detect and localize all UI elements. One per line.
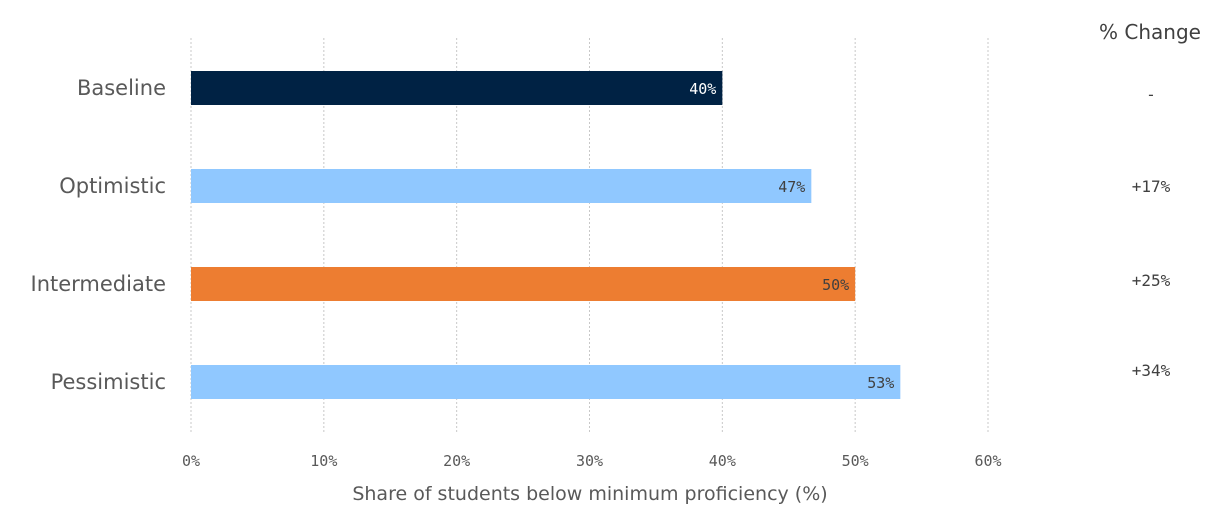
- category-label: Baseline: [77, 76, 166, 100]
- category-label: Optimistic: [59, 174, 166, 198]
- change-column-header: % Change: [1099, 20, 1201, 44]
- x-tick-label: 60%: [974, 452, 1001, 470]
- x-tick-label: 40%: [709, 452, 736, 470]
- change-value: +17%: [1132, 177, 1171, 196]
- x-tick-label: 30%: [576, 452, 603, 470]
- bar: [191, 365, 901, 399]
- x-tick-label: 50%: [842, 452, 869, 470]
- change-value: +25%: [1132, 271, 1171, 290]
- x-tick-label: 0%: [182, 452, 200, 470]
- category-label: Pessimistic: [51, 370, 166, 394]
- bar: [191, 267, 856, 301]
- x-tick-label: 10%: [310, 452, 337, 470]
- labels: 0% 10% 20% 30% 40% 50% 60% Baseline 40% - Optimist…: [31, 76, 1171, 470]
- x-tick-label: 20%: [443, 452, 470, 470]
- change-value: -: [1146, 85, 1156, 104]
- data-label: 47%: [778, 178, 805, 196]
- category-label: Intermediate: [31, 272, 167, 296]
- data-label: 40%: [689, 80, 716, 98]
- bar: [191, 71, 723, 105]
- bar: [191, 169, 812, 203]
- x-axis-title: Share of students below minimum proficie…: [352, 483, 827, 505]
- data-label: 53%: [867, 374, 894, 392]
- bars: [191, 71, 901, 399]
- data-label: 50%: [822, 276, 849, 294]
- change-value: +34%: [1132, 361, 1171, 380]
